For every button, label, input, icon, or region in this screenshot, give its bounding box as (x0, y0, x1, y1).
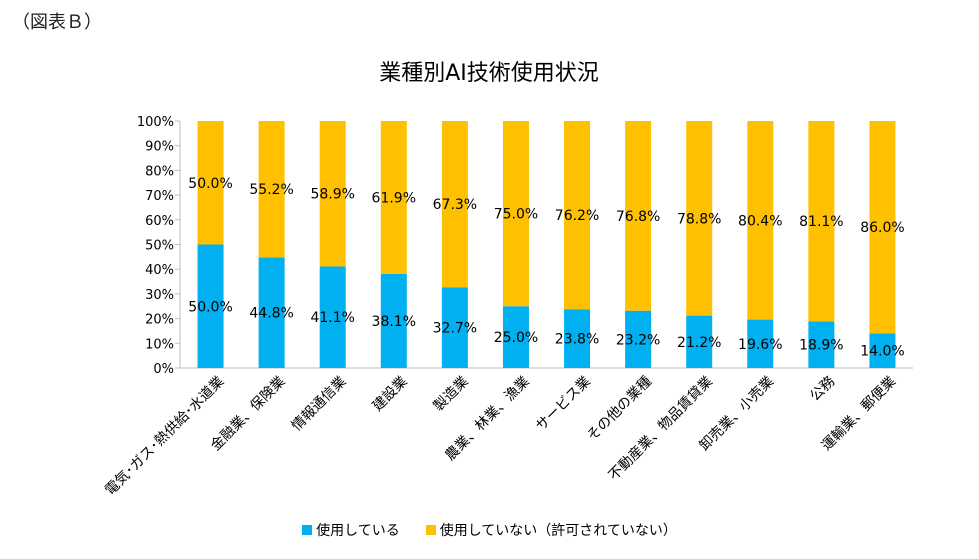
data-label-used: 18.9% (799, 338, 843, 354)
bar-not-used (258, 121, 285, 258)
data-label-not-used: 58.9% (310, 187, 354, 203)
x-category-label: 製造業 (431, 374, 472, 415)
data-label-used: 21.2% (677, 335, 721, 351)
y-tick-label: 90% (145, 140, 174, 155)
data-label-not-used: 50.0% (188, 176, 232, 192)
data-label-not-used: 86.0% (860, 220, 904, 236)
data-label-not-used: 78.8% (677, 211, 721, 227)
figure-label: （図表Ｂ） (12, 12, 102, 33)
x-category-label: 建設業 (370, 374, 411, 415)
bar-not-used (197, 121, 224, 245)
bar-used (686, 315, 713, 368)
bar-used (747, 319, 774, 368)
bar-used (319, 266, 346, 368)
bar-used (808, 321, 835, 368)
bar-used (258, 257, 285, 368)
data-label-used: 32.7% (433, 321, 477, 337)
y-tick-label: 0% (153, 362, 174, 377)
bar-not-used (502, 121, 529, 307)
y-tick-label: 40% (145, 263, 174, 278)
bar-used (625, 310, 652, 368)
bar-not-used (319, 121, 346, 267)
bar-not-used (380, 121, 407, 274)
bar-not-used (747, 121, 774, 320)
data-label-not-used: 55.2% (249, 182, 293, 198)
x-category-label: 不動産業、物品賃貸業 (606, 374, 716, 484)
bar-used (197, 244, 224, 368)
x-category-label: サービス業 (533, 374, 594, 435)
bar-not-used (686, 121, 713, 316)
legend-swatch-not-used (425, 525, 436, 535)
data-label-used: 25.0% (494, 330, 538, 346)
bar-used (441, 287, 468, 368)
bar-not-used (564, 121, 591, 310)
data-label-not-used: 76.8% (616, 209, 660, 225)
data-label-used: 38.1% (372, 314, 416, 330)
legend-item-used: 使用している (302, 520, 400, 540)
x-category-label: 電気･ガス･熱供給･水道業 (102, 374, 227, 499)
data-label-used: 23.8% (555, 332, 599, 348)
y-tick-label: 50% (145, 239, 174, 254)
data-label-not-used: 75.0% (494, 207, 538, 223)
legend-swatch-used (302, 525, 313, 535)
data-label-used: 41.1% (310, 310, 354, 326)
y-tick-label: 30% (145, 288, 174, 303)
x-category-label: 公務 (807, 374, 838, 405)
y-tick-label: 20% (145, 313, 174, 328)
y-tick-label: 100% (137, 115, 174, 130)
y-tick-label: 80% (145, 164, 174, 179)
bar-used (564, 309, 591, 368)
data-label-not-used: 80.4% (738, 213, 782, 229)
y-tick-label: 10% (145, 337, 174, 352)
data-label-not-used: 81.1% (799, 214, 843, 230)
bar-not-used (808, 121, 835, 322)
data-label-not-used: 61.9% (372, 190, 416, 206)
legend-label-used: 使用している (316, 523, 400, 539)
bar-not-used (441, 121, 468, 288)
data-label-used: 14.0% (860, 344, 904, 360)
data-label-not-used: 67.3% (433, 197, 477, 213)
data-label-not-used: 76.2% (555, 208, 599, 224)
x-category-label: 情報通信業 (289, 374, 350, 435)
bar-used (380, 273, 407, 368)
y-tick-label: 70% (145, 189, 174, 204)
chart-title: 業種別AI技術使用状況 (379, 61, 599, 86)
stacked-bar-chart: 業種別AI技術使用状況 0% 10% 20% 30% 40% 50% 60% 70% 80% 90%… (102, 61, 913, 499)
data-label-used: 50.0% (188, 299, 232, 315)
bar-not-used (625, 121, 652, 311)
data-label-used: 19.6% (738, 337, 782, 353)
legend-label-not-used: 使用していない（許可されていない） (439, 523, 677, 539)
data-label-used: 44.8% (249, 306, 293, 322)
y-tick-label: 60% (145, 214, 174, 229)
bar-not-used (869, 121, 896, 334)
chart-legend: 使用している 使用していない（許可されていない） (0, 520, 979, 540)
legend-item-not-used: 使用していない（許可されていない） (425, 520, 677, 540)
bar-used (869, 333, 896, 368)
data-label-used: 23.2% (616, 332, 660, 348)
bar-used (502, 306, 529, 368)
